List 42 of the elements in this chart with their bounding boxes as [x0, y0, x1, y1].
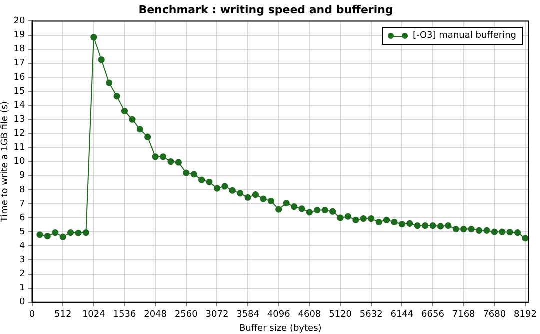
y-tick-label: 11 [14, 143, 26, 154]
y-tick-label: 1 [20, 284, 26, 294]
y-tick-label: 18 [14, 44, 26, 55]
y-tick-label: 7 [20, 199, 26, 210]
x-tick-label: 8192 [514, 310, 537, 320]
x-tick-label: 0 [29, 310, 36, 320]
x-tick-label: 1024 [82, 310, 106, 320]
y-axis-title: Time to write a 1GB file (s) [0, 101, 11, 224]
y-tick-label: 19 [14, 30, 26, 41]
y-tick-label: 3 [20, 256, 26, 266]
x-axis-title: Buffer size (bytes) [239, 324, 322, 334]
y-tick-label: 0 [20, 298, 26, 308]
y-tick-label: 2 [20, 270, 26, 280]
x-tick-label: 512 [54, 310, 72, 320]
x-tick-label: 2560 [174, 310, 198, 320]
y-tick-label: 10 [14, 157, 26, 168]
y-tick-label: 16 [14, 72, 26, 83]
y-tick-label: 4 [20, 242, 26, 252]
y-tick-label: 12 [14, 129, 26, 140]
y-tick-label: 5 [20, 227, 26, 238]
y-tick-label: 13 [14, 114, 26, 125]
y-tick-label: 9 [20, 171, 26, 182]
x-tick-label: 7680 [483, 310, 506, 320]
x-tick-label: 1536 [113, 310, 136, 320]
y-tick-label: 8 [20, 185, 26, 196]
y-tick-label: 17 [14, 58, 26, 69]
chart-title: Benchmark : writing speed and buffering [138, 3, 394, 16]
y-tick-label: 6 [20, 213, 26, 224]
x-tick-label: 7168 [452, 310, 476, 320]
x-tick-label: 6656 [422, 310, 445, 320]
y-tick-label: 14 [14, 100, 26, 111]
x-tick-label: 3072 [206, 310, 229, 320]
y-tick-label: 20 [14, 16, 26, 27]
x-tick-label: 4096 [267, 310, 291, 320]
x-tick-label: 5632 [360, 310, 383, 320]
x-tick-label: 4608 [298, 310, 322, 320]
y-tick-label: 15 [14, 86, 26, 97]
x-tick-label: 5120 [329, 310, 352, 320]
x-tick-label: 2048 [144, 310, 168, 320]
x-tick-label: 3584 [236, 310, 260, 320]
legend-label: [-O3] manual buffering [412, 31, 516, 42]
x-tick-label: 6144 [390, 310, 414, 320]
